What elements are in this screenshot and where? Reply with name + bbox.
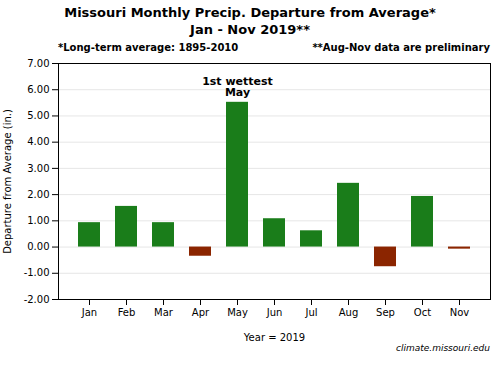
svg-text:4.00: 4.00 <box>27 136 49 147</box>
svg-text:1.00: 1.00 <box>27 215 49 226</box>
svg-text:Mar: Mar <box>154 307 174 318</box>
svg-text:May: May <box>227 307 248 318</box>
html-text:Jan - Nov 2019**: Jan - Nov 2019** <box>190 22 310 37</box>
svg-text:Aug: Aug <box>339 307 359 318</box>
svg-text:-2.00: -2.00 <box>24 294 50 305</box>
svg-text:Sep: Sep <box>376 307 395 318</box>
svg-text:Apr: Apr <box>192 307 210 318</box>
svg-text:Jul: Jul <box>304 307 317 318</box>
html-text:**Aug-Nov data are preliminary: **Aug-Nov data are preliminary <box>312 42 490 53</box>
svg-text:Feb: Feb <box>118 307 136 318</box>
svg-text:1st wettestMay: 1st wettestMay <box>202 75 273 99</box>
svg-text:Year = 2019: Year = 2019 <box>243 332 305 343</box>
svg-text:Jun: Jun <box>266 307 283 318</box>
svg-text:Departure from Average (in.): Departure from Average (in.) <box>2 109 13 254</box>
svg-text:0.00: 0.00 <box>27 241 49 252</box>
svg-text:2.00: 2.00 <box>27 189 49 200</box>
svg-text:5.00: 5.00 <box>27 110 49 121</box>
svg-text:7.00: 7.00 <box>27 58 49 69</box>
html-text:*Long-term average: 1895-2010: *Long-term average: 1895-2010 <box>58 42 239 53</box>
svg-text:Jan: Jan <box>81 307 97 318</box>
html-text:Missouri Monthly Precip. Depar: Missouri Monthly Precip. Departure from … <box>64 5 436 20</box>
svg-text:6.00: 6.00 <box>27 84 49 95</box>
svg-text:Oct: Oct <box>414 307 431 318</box>
svg-text:Nov: Nov <box>450 307 470 318</box>
html-text:climate.missouri.edu: climate.missouri.edu <box>396 343 490 353</box>
svg-text:-1.00: -1.00 <box>24 267 50 278</box>
svg-text:3.00: 3.00 <box>27 163 49 174</box>
